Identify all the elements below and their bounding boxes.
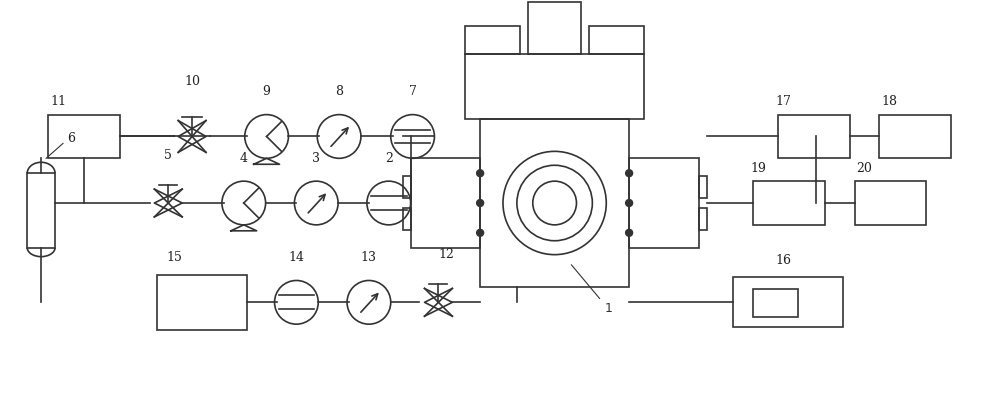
Text: 5: 5 xyxy=(164,149,172,162)
Circle shape xyxy=(477,200,484,206)
Circle shape xyxy=(477,229,484,236)
Bar xyxy=(528,2,581,54)
Text: 13: 13 xyxy=(361,251,377,264)
Text: 1: 1 xyxy=(571,265,612,315)
Text: 11: 11 xyxy=(50,95,66,108)
Bar xyxy=(855,181,926,225)
Bar xyxy=(699,208,707,230)
Text: 19: 19 xyxy=(750,162,766,175)
Text: 20: 20 xyxy=(857,162,872,175)
Text: 8: 8 xyxy=(335,85,343,98)
Text: 9: 9 xyxy=(263,85,271,98)
Bar xyxy=(778,115,850,158)
Circle shape xyxy=(626,170,633,177)
Bar xyxy=(480,119,629,287)
Bar xyxy=(465,26,520,54)
Bar xyxy=(403,176,411,198)
Bar xyxy=(465,54,644,119)
Bar xyxy=(753,181,825,225)
Bar xyxy=(629,158,699,248)
Circle shape xyxy=(626,200,633,206)
Text: 7: 7 xyxy=(409,85,417,98)
Bar xyxy=(48,115,120,158)
Text: 14: 14 xyxy=(288,251,304,264)
Bar xyxy=(589,26,644,54)
Text: 10: 10 xyxy=(184,75,200,89)
Bar xyxy=(411,158,480,248)
Bar xyxy=(879,115,951,158)
Text: 2: 2 xyxy=(385,152,393,165)
Bar xyxy=(157,275,247,330)
Bar xyxy=(699,176,707,198)
Bar xyxy=(733,277,843,327)
Text: 12: 12 xyxy=(438,248,454,261)
Text: 17: 17 xyxy=(775,95,791,108)
Text: 6: 6 xyxy=(67,132,75,145)
Bar xyxy=(27,173,55,248)
Text: 4: 4 xyxy=(240,152,248,165)
Text: 3: 3 xyxy=(312,152,320,165)
Circle shape xyxy=(477,170,484,177)
Bar xyxy=(403,208,411,230)
Text: 18: 18 xyxy=(881,95,897,108)
Text: 16: 16 xyxy=(775,254,791,267)
Circle shape xyxy=(626,229,633,236)
Bar xyxy=(753,289,798,317)
Text: 15: 15 xyxy=(166,251,182,264)
